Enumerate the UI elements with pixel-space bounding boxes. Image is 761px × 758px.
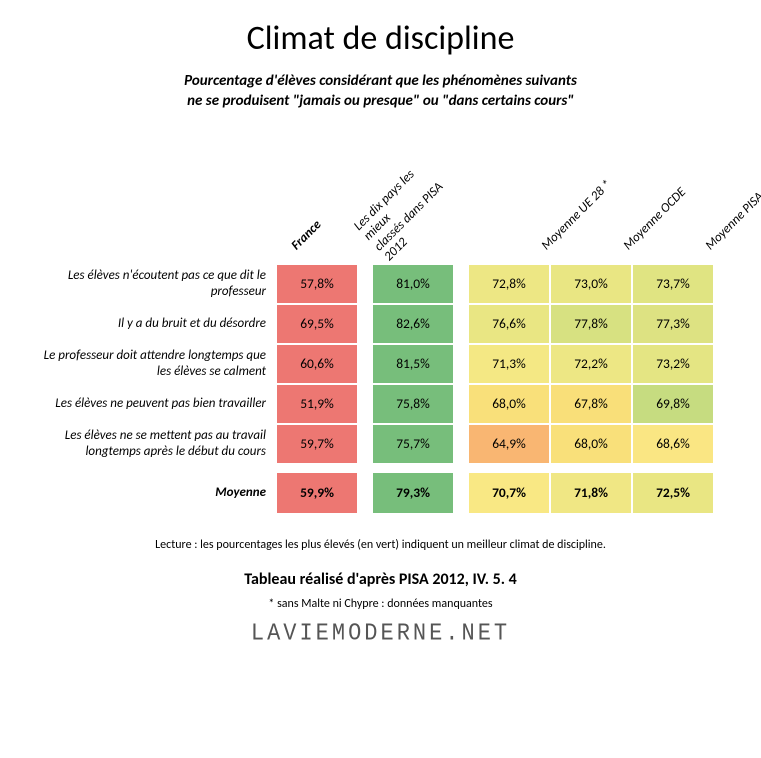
cell-gap xyxy=(358,384,372,424)
avg-cell-ue28: 70,7% xyxy=(468,472,550,514)
row-label: Les élèves n'écoutent pas ce que dit le … xyxy=(40,264,276,304)
table-cell: 82,6% xyxy=(372,304,454,344)
table-cell: 75,7% xyxy=(372,424,454,464)
cell-gap xyxy=(454,344,468,384)
cell-gap xyxy=(358,472,372,514)
cell-gap xyxy=(358,424,372,464)
page-title: Climat de discipline xyxy=(30,18,731,59)
cell-gap xyxy=(454,424,468,464)
source-line: Tableau réalisé d'après PISA 2012, IV. 5… xyxy=(30,570,731,589)
table-cell: 77,3% xyxy=(632,304,714,344)
table-cell: 81,5% xyxy=(372,344,454,384)
heatmap-table: France Les dix pays les mieux classés da… xyxy=(40,140,731,514)
cell-gap xyxy=(454,472,468,514)
avg-cell-top10: 79,3% xyxy=(372,472,454,514)
row-label: Le professeur doit attendre longtemps qu… xyxy=(40,344,276,384)
col-header-top10: Les dix pays les mieux classés dans PISA… xyxy=(333,144,472,283)
row-label: Les élèves ne peuvent pas bien travaille… xyxy=(40,384,276,424)
cell-gap xyxy=(358,344,372,384)
table-cell: 73,7% xyxy=(632,264,714,304)
page-subtitle: Pourcentage d'élèves considérant que les… xyxy=(30,71,731,112)
col-header-france: France xyxy=(270,203,339,272)
table-cell: 59,7% xyxy=(276,424,358,464)
cell-gap xyxy=(454,264,468,304)
col-header-pisa2012: Moyenne PISA 2012 xyxy=(684,203,753,272)
table-row: Il y a du bruit et du désordre69,5% 82,6%… xyxy=(40,304,731,344)
table-cell: 76,6% xyxy=(468,304,550,344)
row-label: Les élèves ne se mettent pas au travail … xyxy=(40,424,276,464)
data-rows: Les élèves n'écoutent pas ce que dit le … xyxy=(40,264,731,464)
table-cell: 68,0% xyxy=(468,384,550,424)
table-cell: 77,8% xyxy=(550,304,632,344)
table-cell: 75,8% xyxy=(372,384,454,424)
cell-gap xyxy=(454,304,468,344)
cell-gap xyxy=(358,304,372,344)
table-cell: 73,2% xyxy=(632,344,714,384)
table-cell: 72,8% xyxy=(468,264,550,304)
subtitle-line-1: Pourcentage d'élèves considérant que les… xyxy=(184,72,577,90)
average-row: Moyenne 59,9% 79,3% 70,7% 71,8% 72,5% xyxy=(40,472,731,514)
table-row: Les élèves ne peuvent pas bien travaille… xyxy=(40,384,731,424)
table-cell: 51,9% xyxy=(276,384,358,424)
avg-cell-ocde: 71,8% xyxy=(550,472,632,514)
col-header-ocde: Moyenne OCDE xyxy=(602,203,671,272)
table-cell: 71,3% xyxy=(468,344,550,384)
column-headers: France Les dix pays les mieux classés da… xyxy=(40,140,731,260)
table-cell: 69,5% xyxy=(276,304,358,344)
col-header-ue28: Moyenne UE 28 * xyxy=(520,203,589,272)
table-cell: 67,8% xyxy=(550,384,632,424)
table-row: Les élèves ne se mettent pas au travail … xyxy=(40,424,731,464)
row-label-avg: Moyenne xyxy=(40,472,276,514)
table-cell: 72,2% xyxy=(550,344,632,384)
brand-watermark: LAVIEMODERNE.NET xyxy=(30,619,731,647)
table-cell: 68,0% xyxy=(550,424,632,464)
table-cell: 73,0% xyxy=(550,264,632,304)
table-cell: 64,9% xyxy=(468,424,550,464)
subtitle-line-2: ne se produisent "jamais ou presque" ou … xyxy=(187,92,574,110)
avg-cell-pisa2012: 72,5% xyxy=(632,472,714,514)
table-cell: 69,8% xyxy=(632,384,714,424)
cell-gap xyxy=(454,384,468,424)
avg-cell-france: 59,9% xyxy=(276,472,358,514)
table-row: Le professeur doit attendre longtemps qu… xyxy=(40,344,731,384)
footnote: * sans Malte ni Chypre : données manquan… xyxy=(30,597,731,611)
table-cell: 68,6% xyxy=(632,424,714,464)
table-cell: 60,6% xyxy=(276,344,358,384)
row-label: Il y a du bruit et du désordre xyxy=(40,304,276,344)
reading-note: Lecture : les pourcentages les plus élev… xyxy=(30,538,731,552)
table-cell: 57,8% xyxy=(276,264,358,304)
